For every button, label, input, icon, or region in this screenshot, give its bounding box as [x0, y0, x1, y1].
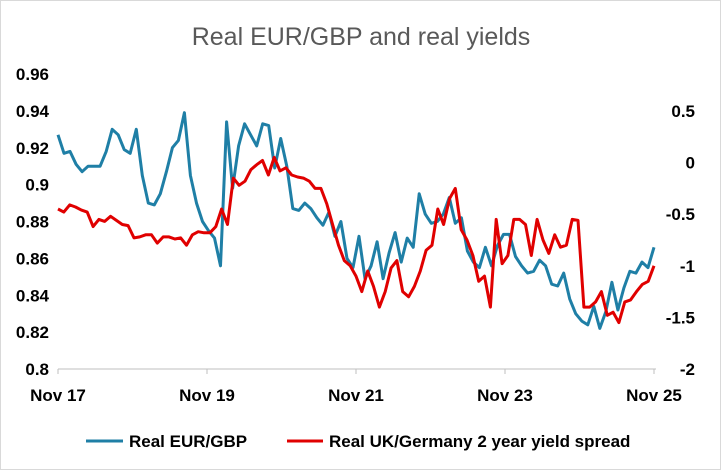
legend-label-eurgbp: Real EUR/GBP — [129, 432, 247, 451]
series-layer — [58, 113, 654, 329]
x-axis-ticks: Nov 17 Nov 19 Nov 21 Nov 23 Nov 25 — [30, 369, 682, 405]
legend-item-yield-spread[interactable]: Real UK/Germany 2 year yield spread — [287, 432, 630, 451]
left-tick-label: 0.86 — [16, 249, 49, 268]
series-line — [58, 113, 654, 329]
left-tick-label: 0.82 — [16, 323, 49, 342]
right-tick-label: -2 — [680, 360, 695, 379]
legend: Real EUR/GBP Real UK/Germany 2 year yiel… — [86, 432, 630, 451]
left-tick-label: 0.92 — [16, 139, 49, 158]
x-tick-label: Nov 21 — [328, 386, 384, 405]
series-eurgbp — [58, 113, 654, 329]
left-tick-label: 0.96 — [16, 65, 49, 84]
series-line — [58, 157, 654, 322]
x-tick-label: Nov 25 — [626, 386, 682, 405]
right-tick-label: 0 — [686, 154, 695, 173]
left-tick-label: 0.84 — [16, 286, 50, 305]
legend-label-yield-spread: Real UK/Germany 2 year yield spread — [329, 432, 630, 451]
left-tick-label: 0.88 — [16, 213, 49, 232]
chart-title: Real EUR/GBP and real yields — [192, 23, 531, 51]
x-tick-label: Nov 17 — [30, 386, 86, 405]
right-tick-label: 0.5 — [671, 102, 695, 121]
left-tick-label: 0.8 — [25, 360, 49, 379]
left-axis-ticks: 0.96 0.94 0.92 0.9 0.88 0.86 0.84 0.82 0.8 — [16, 65, 50, 379]
right-tick-label: -1 — [680, 257, 695, 276]
right-tick-label: -1.5 — [666, 308, 695, 327]
legend-item-eurgbp[interactable]: Real EUR/GBP — [86, 432, 247, 451]
right-tick-label: -0.5 — [666, 205, 695, 224]
left-tick-label: 0.9 — [25, 176, 49, 195]
right-axis-ticks: 0.5 0 -0.5 -1 -1.5 -2 — [666, 102, 695, 379]
x-tick-label: Nov 23 — [477, 386, 533, 405]
left-tick-label: 0.94 — [16, 102, 50, 121]
x-tick-label: Nov 19 — [179, 386, 235, 405]
series-yield-spread — [58, 157, 654, 322]
